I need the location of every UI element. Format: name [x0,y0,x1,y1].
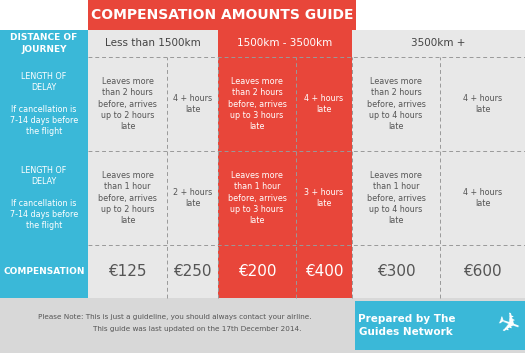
Text: COMPENSATION AMOUNTS GUIDE: COMPENSATION AMOUNTS GUIDE [91,8,353,22]
Text: 2 + hours
late: 2 + hours late [173,188,212,208]
Bar [167,245,218,298]
Text: Leaves more
than 2 hours
before, arrives
up to 2 hours
late: Leaves more than 2 hours before, arrives… [98,77,157,131]
Bar [440,57,525,151]
Bar [440,245,525,298]
Bar [296,151,352,245]
Bar [88,151,167,245]
Bar [490,301,525,350]
Bar [167,151,218,245]
Text: Leaves more
than 2 hours
before, arrives
up to 3 hours
late: Leaves more than 2 hours before, arrives… [227,77,287,131]
Bar [352,245,440,298]
Bar [218,30,352,57]
Text: 4 + hours
late: 4 + hours late [173,94,212,114]
Text: ✈: ✈ [492,309,523,343]
Text: Prepared by The
Guides Network: Prepared by The Guides Network [358,314,455,337]
Bar [88,57,167,151]
Text: 1500km - 3500km: 1500km - 3500km [237,38,333,48]
Text: LENGTH OF
DELAY

If cancellation is
7-14 days before
the flight: LENGTH OF DELAY If cancellation is 7-14 … [10,72,78,136]
Bar [88,245,167,298]
Bar [167,57,218,151]
Bar [0,245,88,298]
Bar [88,0,356,30]
Text: €125: €125 [108,264,147,279]
Bar [440,151,525,245]
Bar [296,57,352,151]
Text: DISTANCE OF
JOURNEY: DISTANCE OF JOURNEY [10,34,78,54]
Text: 3 + hours
late: 3 + hours late [304,188,343,208]
Text: €250: €250 [173,264,212,279]
Bar [0,30,88,57]
Text: Leaves more
than 1 hour
before, arrives
up to 4 hours
late: Leaves more than 1 hour before, arrives … [366,171,425,225]
Text: €200: €200 [238,264,276,279]
Text: 3500km +: 3500km + [411,38,466,48]
Bar [88,30,218,57]
Bar [218,245,296,298]
Bar [0,151,88,245]
Text: 4 + hours
late: 4 + hours late [304,94,343,114]
Bar [352,151,440,245]
Bar [218,57,296,151]
Text: COMPENSATION: COMPENSATION [3,267,85,276]
Text: €300: €300 [377,264,415,279]
Text: Less than 1500km: Less than 1500km [105,38,201,48]
Text: Leaves more
than 1 hour
before, arrives
up to 2 hours
late: Leaves more than 1 hour before, arrives … [98,171,157,225]
Text: €400: €400 [304,264,343,279]
Bar [352,57,440,151]
Text: Please Note: This is just a guideline, you should always contact your airline.: Please Note: This is just a guideline, y… [38,314,312,320]
Text: This guide was last updated on the 17th December 2014.: This guide was last updated on the 17th … [93,326,301,332]
Bar [218,151,296,245]
Bar [352,30,525,57]
Text: 4 + hours
late: 4 + hours late [463,188,502,208]
Text: 4 + hours
late: 4 + hours late [463,94,502,114]
Bar [0,57,88,151]
Text: LENGTH OF
DELAY

If cancellation is
7-14 days before
the flight: LENGTH OF DELAY If cancellation is 7-14 … [10,166,78,230]
Bar [0,298,525,353]
Text: Leaves more
than 1 hour
before, arrives
up to 3 hours
late: Leaves more than 1 hour before, arrives … [227,171,287,225]
Bar [355,301,490,350]
Text: Leaves more
than 2 hours
before, arrives
up to 4 hours
late: Leaves more than 2 hours before, arrives… [366,77,425,131]
Bar [296,245,352,298]
Text: €600: €600 [463,264,502,279]
